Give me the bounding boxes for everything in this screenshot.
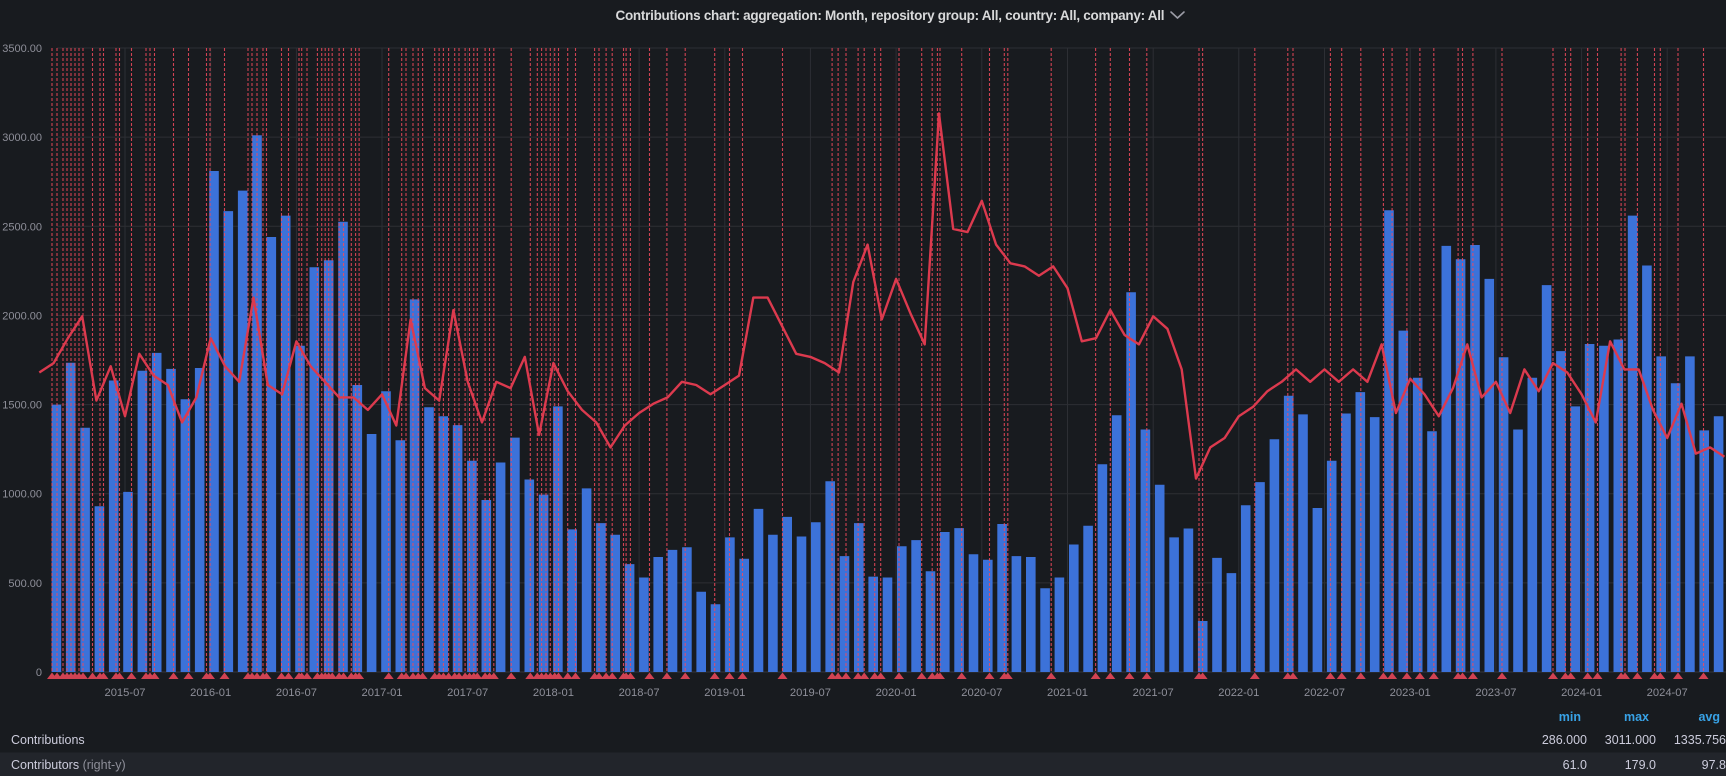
svg-text:max: max (1624, 710, 1649, 724)
svg-text:2016-07: 2016-07 (276, 687, 317, 699)
svg-text:Contributors (right-y): Contributors (right-y) (11, 758, 126, 772)
svg-text:avg: avg (1698, 710, 1720, 724)
svg-text:61.0: 61.0 (1563, 758, 1587, 772)
svg-text:1000.00: 1000.00 (2, 489, 42, 501)
svg-text:179.0: 179.0 (1625, 758, 1656, 772)
svg-text:3000.00: 3000.00 (2, 132, 42, 144)
svg-text:2022-01: 2022-01 (1218, 687, 1259, 699)
svg-text:1335.756: 1335.756 (1674, 733, 1726, 747)
svg-text:500.00: 500.00 (8, 578, 42, 590)
svg-text:min: min (1559, 710, 1581, 724)
svg-text:2018-01: 2018-01 (533, 687, 574, 699)
svg-text:2016-01: 2016-01 (190, 687, 231, 699)
svg-text:2024-01: 2024-01 (1561, 687, 1602, 699)
svg-text:2000.00: 2000.00 (2, 310, 42, 322)
svg-text:2015-07: 2015-07 (104, 687, 145, 699)
svg-text:2021-07: 2021-07 (1133, 687, 1174, 699)
svg-text:3011.000: 3011.000 (1605, 733, 1656, 747)
svg-text:2020-01: 2020-01 (876, 687, 917, 699)
svg-text:2024-07: 2024-07 (1647, 687, 1688, 699)
svg-text:2017-01: 2017-01 (361, 687, 402, 699)
svg-text:2019-07: 2019-07 (790, 687, 831, 699)
svg-text:2023-01: 2023-01 (1390, 687, 1431, 699)
svg-text:3500.00: 3500.00 (2, 43, 42, 55)
svg-text:2018-07: 2018-07 (619, 687, 660, 699)
svg-text:2017-07: 2017-07 (447, 687, 488, 699)
svg-text:2500.00: 2500.00 (2, 221, 42, 233)
svg-text:2022-07: 2022-07 (1304, 687, 1345, 699)
svg-text:2019-01: 2019-01 (704, 687, 745, 699)
svg-text:2021-01: 2021-01 (1047, 687, 1088, 699)
svg-text:97.8: 97.8 (1702, 758, 1726, 772)
svg-text:2023-07: 2023-07 (1475, 687, 1516, 699)
svg-text:Contributions chart: aggregati: Contributions chart: aggregation: Month,… (616, 8, 1165, 23)
svg-text:1500.00: 1500.00 (2, 400, 42, 412)
svg-text:2020-07: 2020-07 (961, 687, 1002, 699)
svg-text:Contributions: Contributions (11, 733, 85, 747)
svg-text:0: 0 (36, 667, 42, 679)
svg-text:286.000: 286.000 (1542, 733, 1587, 747)
